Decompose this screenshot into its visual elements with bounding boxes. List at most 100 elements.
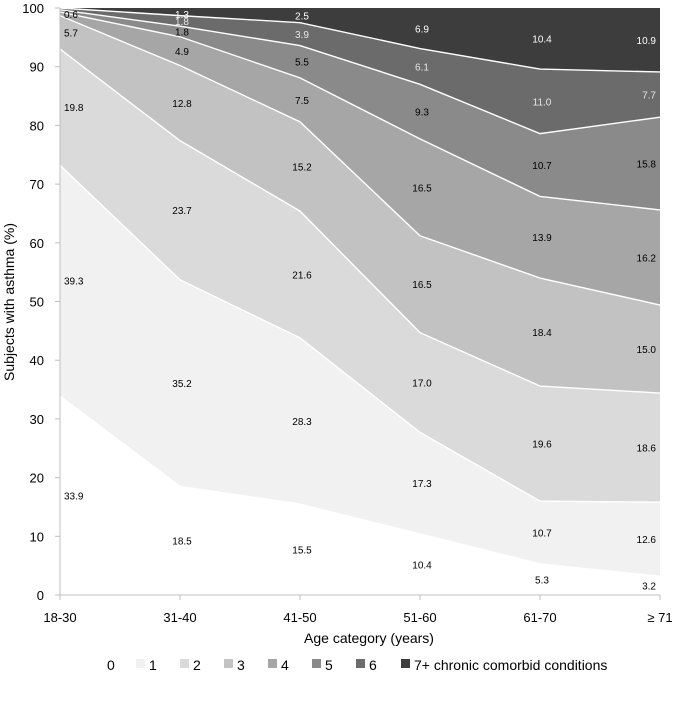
data-label: 7.7	[642, 91, 656, 102]
data-label: 1.8	[175, 17, 189, 28]
data-label: 35.2	[172, 379, 192, 390]
data-label: 15.5	[292, 546, 312, 557]
x-tick-label: 51-60	[403, 610, 436, 625]
data-label: 19.8	[64, 103, 84, 114]
legend-label: 5	[325, 657, 333, 673]
data-label: 11.0	[533, 97, 552, 108]
data-label: 15.8	[637, 160, 657, 171]
y-tick-label: 80	[30, 118, 44, 133]
data-label: 1.8	[175, 27, 189, 38]
data-label: 28.3	[292, 417, 312, 428]
legend-swatch	[268, 659, 277, 668]
data-label: 5.7	[64, 28, 78, 39]
data-labels-group: 33.9 18.5 15.5 10.4 5.3 3.2 39.3 35.2 28.3 17.3 10…	[64, 10, 656, 593]
x-axis-title: Age category (years)	[304, 630, 434, 646]
legend-item: 6	[356, 657, 377, 673]
band-boundary-line	[59, 11, 661, 211]
x-tick-label: ≥ 71	[647, 610, 672, 625]
legend-label: 2	[193, 657, 201, 673]
area-series-3	[60, 49, 660, 503]
area-series-8	[60, 8, 660, 72]
legend-item: 4	[268, 657, 289, 673]
data-label: 23.7	[172, 206, 192, 217]
legend-label: 7+ chronic comorbid conditions	[414, 657, 607, 673]
x-tick-label: 18-30	[43, 610, 76, 625]
data-label: 18.4	[532, 328, 552, 339]
data-label: 10.7	[532, 528, 552, 539]
data-label: 17.3	[412, 479, 432, 490]
data-label: 3.9	[295, 30, 309, 41]
y-tick-label: 20	[30, 471, 44, 486]
area-series-7	[60, 8, 660, 134]
legend-item: 0	[93, 657, 115, 673]
y-tick-label: 90	[30, 60, 44, 75]
data-label: 33.9	[64, 492, 84, 503]
data-label: 39.3	[64, 277, 84, 288]
y-axis-title: Subjects with asthma (%)	[1, 223, 17, 381]
data-label: 5.5	[295, 58, 309, 69]
y-tick-label: 40	[30, 353, 44, 368]
legend-swatch	[312, 659, 321, 668]
data-label: 2.5	[295, 11, 309, 22]
x-tick-label: 31-40	[163, 610, 196, 625]
legend-label: 4	[281, 657, 289, 673]
data-label: 16.5	[412, 183, 432, 194]
band-boundary-line	[59, 14, 661, 306]
data-label: 21.6	[292, 270, 312, 281]
band-boundary-line	[59, 395, 661, 577]
y-tick-label: 70	[30, 177, 44, 192]
legend-swatch	[401, 659, 410, 668]
data-label: 15.2	[292, 162, 312, 173]
y-tick-label: 30	[30, 412, 44, 427]
area-series-5	[60, 12, 660, 306]
legend-swatch	[180, 659, 189, 668]
data-label: 19.6	[532, 440, 552, 451]
x-tick-label: 41-50	[283, 610, 316, 625]
data-label: 9.3	[415, 108, 429, 119]
y-tick-label: 100	[22, 1, 44, 16]
data-label: 17.0	[412, 379, 432, 390]
legend-swatch	[356, 659, 365, 668]
data-label: 16.5	[412, 280, 432, 291]
data-label: 7.5	[295, 96, 309, 107]
area-series-group	[59, 7, 661, 595]
data-label: 10.7	[532, 161, 552, 172]
y-tick-label: 50	[30, 295, 44, 310]
data-label: 0.6	[64, 10, 78, 21]
legend-item: 2	[180, 657, 201, 673]
data-label: 16.2	[637, 253, 657, 264]
legend-swatch	[224, 659, 233, 668]
data-label: 15.0	[637, 345, 657, 356]
area-series-2	[60, 165, 660, 577]
x-tick-label: 61-70	[523, 610, 556, 625]
y-tick-label: 0	[37, 588, 44, 603]
data-label: 13.9	[532, 233, 552, 244]
area-series-6	[60, 9, 660, 210]
axes-group: 0 10 20 30 40 50 60 70 80 90 100 18-30 31-40 41-50 51-…	[22, 1, 672, 625]
legend-item: 5	[312, 657, 333, 673]
legend-label: 0	[107, 657, 115, 673]
y-tick-label: 10	[30, 529, 44, 544]
data-label: 12.6	[637, 535, 657, 546]
data-label: 12.8	[172, 99, 192, 110]
legend-item: 1	[136, 657, 157, 673]
legend-item: 7+ chronic comorbid conditions	[401, 657, 607, 673]
data-label: 5.3	[535, 575, 549, 586]
legend-label: 3	[237, 657, 245, 673]
legend: 0 1 2 3 4 5 6 7+ chronic comorbid conditions	[93, 657, 607, 673]
area-series-1	[60, 396, 660, 595]
data-label: 18.6	[637, 444, 657, 455]
data-label: 3.2	[642, 582, 656, 593]
data-label: 18.5	[172, 537, 192, 548]
band-boundary-line	[59, 9, 661, 135]
legend-swatch	[136, 659, 145, 668]
data-label: 10.4	[532, 35, 552, 46]
band-boundary-line	[59, 164, 661, 503]
data-label: 4.9	[175, 47, 189, 58]
y-tick-label: 60	[30, 236, 44, 251]
legend-label: 6	[369, 657, 377, 673]
legend-swatch	[93, 658, 104, 669]
data-label: 6.1	[415, 62, 429, 73]
band-boundary-line	[59, 7, 661, 73]
legend-label: 1	[149, 657, 157, 673]
